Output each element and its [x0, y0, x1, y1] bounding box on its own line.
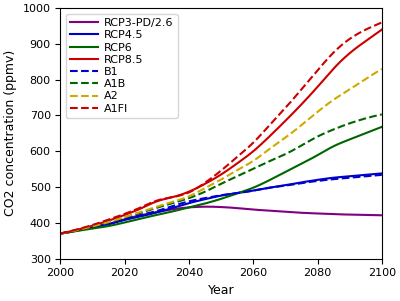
A2 — [379, 67, 384, 71]
RCP8.5 — [249, 151, 254, 154]
RCP4.5 — [322, 177, 326, 181]
Line: RCP3-PD/2.6: RCP3-PD/2.6 — [60, 207, 382, 234]
RCP4.5 — [211, 195, 216, 199]
A1B — [212, 185, 217, 189]
RCP3-PD/2.6 — [213, 205, 218, 209]
RCP8.5 — [232, 164, 237, 167]
RCP6 — [372, 128, 376, 132]
A1FI — [58, 232, 63, 235]
RCP6 — [249, 187, 254, 190]
B1 — [322, 178, 326, 182]
RCP6 — [232, 193, 237, 196]
A1FI — [249, 142, 254, 146]
A2 — [249, 160, 254, 164]
RCP4.5 — [212, 195, 217, 199]
X-axis label: Year: Year — [208, 284, 234, 297]
A1FI — [322, 61, 326, 65]
RCP6 — [212, 199, 217, 203]
A1B — [211, 186, 216, 190]
A1B — [232, 176, 237, 179]
RCP3-PD/2.6 — [232, 206, 237, 210]
A2 — [212, 181, 217, 185]
RCP3-PD/2.6 — [58, 232, 63, 235]
Y-axis label: CO2 concentration (ppmv): CO2 concentration (ppmv) — [4, 50, 17, 216]
Line: B1: B1 — [60, 175, 382, 234]
A1FI — [372, 24, 376, 28]
A2 — [372, 72, 376, 76]
RCP8.5 — [322, 78, 326, 81]
Line: RCP4.5: RCP4.5 — [60, 173, 382, 234]
RCP3-PD/2.6 — [205, 205, 210, 209]
Line: RCP6: RCP6 — [60, 127, 382, 234]
RCP6 — [322, 150, 326, 154]
B1 — [372, 174, 376, 177]
A1B — [379, 113, 384, 116]
RCP4.5 — [372, 172, 376, 176]
A1B — [372, 114, 376, 118]
A2 — [322, 105, 326, 109]
B1 — [212, 194, 217, 198]
A1FI — [379, 21, 384, 24]
RCP3-PD/2.6 — [379, 213, 384, 217]
RCP4.5 — [249, 189, 254, 193]
RCP3-PD/2.6 — [250, 208, 255, 211]
B1 — [58, 232, 63, 235]
B1 — [379, 173, 384, 177]
RCP4.5 — [379, 172, 384, 175]
Line: A1FI: A1FI — [60, 23, 382, 234]
RCP6 — [58, 232, 63, 235]
Line: RCP8.5: RCP8.5 — [60, 29, 382, 234]
Legend: RCP3-PD/2.6, RCP4.5, RCP6, RCP8.5, B1, A1B, A2, A1FI: RCP3-PD/2.6, RCP4.5, RCP6, RCP8.5, B1, A… — [66, 14, 178, 118]
A1FI — [211, 175, 216, 179]
A2 — [232, 170, 237, 174]
A1B — [58, 232, 63, 235]
A2 — [211, 182, 216, 186]
B1 — [232, 192, 237, 195]
RCP3-PD/2.6 — [372, 213, 377, 217]
Line: A1B: A1B — [60, 114, 382, 234]
RCP3-PD/2.6 — [211, 205, 216, 209]
A1B — [322, 132, 326, 135]
A2 — [58, 232, 63, 235]
A1FI — [212, 174, 217, 177]
RCP6 — [379, 125, 384, 129]
RCP8.5 — [379, 28, 384, 31]
A1B — [249, 168, 254, 171]
Line: A2: A2 — [60, 69, 382, 234]
A1FI — [232, 158, 237, 161]
B1 — [249, 189, 254, 193]
RCP8.5 — [212, 176, 217, 180]
RCP8.5 — [211, 178, 216, 181]
RCP3-PD/2.6 — [322, 212, 327, 216]
RCP4.5 — [232, 192, 237, 195]
RCP6 — [211, 200, 216, 203]
RCP4.5 — [58, 232, 63, 235]
RCP8.5 — [58, 232, 63, 235]
B1 — [211, 195, 216, 198]
RCP8.5 — [372, 33, 376, 37]
